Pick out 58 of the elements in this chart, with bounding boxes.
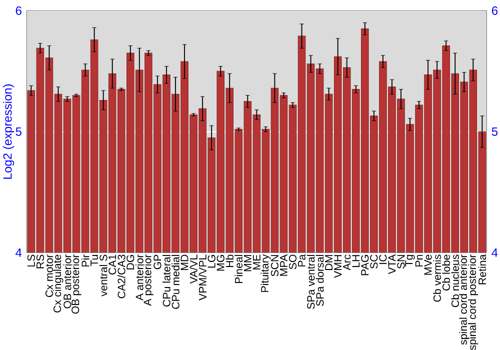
x-tick-label: spinal cord anterior (459, 254, 470, 345)
x-tick-label: CA2/CA3 (117, 254, 126, 298)
x-tick-label: VA/VL (190, 254, 198, 284)
y2-tick-label: 6 (492, 6, 498, 15)
x-tick-label: MD (180, 254, 188, 270)
x-tick-label: ventral S (99, 254, 108, 296)
x-tick-label: CPu medial (172, 255, 180, 309)
y-tick-label: 5 (16, 127, 22, 136)
x-tick-label: VMH (334, 255, 342, 278)
x-tick-label: Tg (405, 254, 415, 266)
x-tick-label: Retina (478, 254, 486, 284)
y-tick-label: 4 (16, 248, 22, 257)
x-tick-label: SCN (270, 255, 278, 276)
x-tick-label: IC (379, 254, 387, 264)
x-tick-label: RS (36, 254, 44, 268)
x-tick-label: SPa dorsal (316, 255, 324, 306)
x-tick-label: DM (325, 255, 332, 270)
x-tick-label: Pituitary (260, 254, 271, 292)
x-tick-label: Pn (415, 254, 423, 266)
x-tick-label: Cx motor (45, 254, 53, 297)
x-tick-label: A anterior (135, 254, 144, 300)
x-tick-label: Hb (226, 254, 234, 268)
x-tick-label: Pa (298, 254, 306, 266)
x-tick-label: SPa ventral (306, 255, 315, 309)
x-tick-label: SN (397, 255, 405, 269)
x-tick-label: spinal cord posterior (468, 254, 478, 350)
x-tick-label: MVe (424, 254, 432, 275)
x-tick-label: VPM/VPL (198, 254, 206, 300)
x-tick-label: MM (244, 255, 252, 272)
x-tick-label: LG (208, 255, 216, 268)
x-tick-label: Pir (81, 254, 90, 266)
x-tick-label: OB anterior (63, 254, 72, 308)
x-tick-label: DG (126, 255, 134, 270)
y-axis-title: Log2 (expression) (2, 84, 14, 179)
x-tick-label: Arc (343, 254, 351, 270)
x-tick-label: Cb vermis (433, 254, 441, 302)
x-tick-label: MG (216, 255, 224, 271)
x-tick-label: SO (288, 254, 297, 270)
x-tick-label: Tu (90, 254, 98, 266)
x-tick-label: GP (154, 254, 162, 270)
x-tick-label: Pineal (234, 254, 243, 284)
x-tick-label: Cb lobe (442, 254, 450, 290)
x-tick-label: CA1 (108, 254, 116, 274)
y2-tick-label: 4 (492, 248, 498, 257)
x-tick-label: MPA (280, 254, 288, 276)
x-tick-label: SC (370, 254, 378, 269)
x-tick-label: OB posterior (71, 254, 82, 314)
x-tick-label: LH (352, 255, 360, 268)
x-tick-label: PAG (361, 255, 369, 276)
x-tick-label: VTA (388, 254, 396, 274)
x-tick-label: LS (27, 254, 35, 266)
y-tick-label: 6 (16, 6, 22, 15)
x-tick-label: ME (252, 254, 260, 270)
x-tick-label: Cb nucleus (451, 254, 460, 308)
x-tick-label: Cx cingulate (53, 254, 64, 312)
x-tick-label: CPu lateral (162, 255, 170, 306)
x-tick-label: A posterior (143, 254, 154, 306)
y2-tick-label: 5 (492, 127, 498, 136)
